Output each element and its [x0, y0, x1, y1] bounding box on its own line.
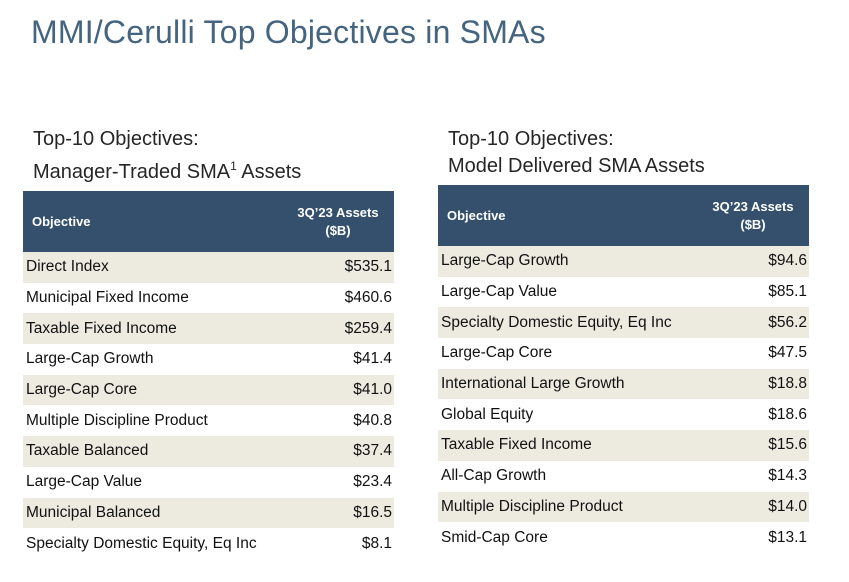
page-title: MMI/Cerulli Top Objectives in SMAs	[31, 14, 546, 50]
model-delivered-table-body: Large-Cap Growth $94.6 Large-Cap Value $85.…	[438, 246, 809, 553]
objective-cell: Smid-Cap Core	[441, 528, 548, 546]
table-row: Large-Cap Core $47.5	[438, 338, 809, 369]
assets-cell: $41.0	[282, 374, 394, 406]
assets-cell: $18.8	[697, 368, 809, 400]
assets-cell: $8.1	[361, 534, 392, 552]
footnote-marker: 1	[230, 159, 237, 173]
table-row: Large-Cap Growth $94.6	[438, 246, 809, 277]
objective-cell: Multiple Discipline Product	[26, 411, 208, 429]
objective-cell: Large-Cap Value	[441, 283, 558, 301]
objective-cell: Municipal Fixed Income	[26, 289, 189, 307]
table-row: Municipal Balanced $16.5	[23, 497, 394, 529]
table-row: Large-Cap Value $23.4	[23, 467, 394, 498]
table-row: Large-Cap Core $41.0	[23, 374, 394, 406]
manager-traded-table-body: Direct Index $535.1 Municipal Fixed Income…	[23, 252, 394, 559]
objective-cell: Large-Cap Core	[441, 344, 553, 362]
objective-cell: Large-Cap Growth	[26, 350, 154, 368]
assets-cell: $94.6	[697, 246, 809, 277]
assets-cell: $56.2	[697, 307, 809, 339]
manager-traded-panel: Top-10 Objectives: Manager-Traded SMA1 A…	[23, 126, 394, 559]
assets-cell: $259.4	[282, 313, 394, 345]
table-row: Taxable Balanced $37.4	[23, 436, 394, 467]
assets-header-line2: ($B)	[325, 222, 351, 238]
table-row: Smid-Cap Core $13.1	[438, 522, 809, 553]
table-row: Specialty Domestic Equity, Eq Inc $56.2	[438, 307, 809, 339]
assets-cell: $15.6	[697, 430, 809, 461]
assets-cell: $14.0	[697, 491, 809, 523]
assets-cell: $535.1	[282, 252, 394, 283]
objective-cell: Large-Cap Core	[23, 374, 282, 406]
assets-cell: $40.8	[353, 411, 392, 429]
objective-cell: International Large Growth	[438, 368, 697, 400]
table-header-row: Objective 3Q’23 Assets ($B)	[23, 191, 394, 252]
table-row: Large-Cap Growth $41.4	[23, 344, 394, 375]
objective-cell: All-Cap Growth	[441, 467, 547, 485]
model-delivered-subtitle: Top-10 Objectives: Model Delivered SMA A…	[438, 126, 809, 180]
subtitle-line2: Model Delivered SMA Assets	[448, 155, 705, 177]
objective-cell: Direct Index	[23, 252, 282, 283]
objective-cell: Taxable Fixed Income	[438, 430, 697, 461]
assets-cell: $14.3	[768, 467, 807, 485]
table-row: Specialty Domestic Equity, Eq Inc $8.1	[23, 528, 394, 559]
table-row: International Large Growth $18.8	[438, 368, 809, 400]
assets-cell: $85.1	[768, 283, 807, 301]
assets-header-line1: 3Q’23 Assets	[712, 198, 794, 214]
assets-column-header: 3Q’23 Assets ($B)	[282, 191, 394, 252]
assets-cell: $23.4	[353, 473, 392, 491]
objective-cell: Large-Cap Growth	[438, 246, 697, 277]
assets-cell: $37.4	[282, 436, 394, 467]
objective-cell: Taxable Fixed Income	[23, 313, 282, 345]
table-row: Global Equity $18.6	[438, 399, 809, 430]
objective-cell: Large-Cap Value	[26, 473, 143, 491]
assets-cell: $41.4	[353, 350, 392, 368]
table-row: Large-Cap Value $85.1	[438, 277, 809, 308]
subtitle-line1: Top-10 Objectives:	[33, 128, 199, 150]
objective-column-header: Objective	[438, 185, 697, 246]
objective-column-header: Objective	[23, 191, 282, 252]
objective-cell: Global Equity	[441, 405, 534, 423]
model-delivered-table: Objective 3Q’23 Assets ($B) Large-Cap Gro…	[438, 185, 809, 553]
table-row: Municipal Fixed Income $460.6	[23, 283, 394, 314]
model-delivered-panel: Top-10 Objectives: Model Delivered SMA A…	[438, 126, 809, 553]
manager-traded-subtitle: Top-10 Objectives: Manager-Traded SMA1 A…	[23, 126, 394, 186]
assets-column-header: 3Q’23 Assets ($B)	[697, 185, 809, 246]
assets-cell: $16.5	[282, 497, 394, 529]
table-row: All-Cap Growth $14.3	[438, 461, 809, 492]
assets-header-line1: 3Q’23 Assets	[297, 204, 379, 220]
table-row: Taxable Fixed Income $15.6	[438, 430, 809, 461]
objective-cell: Multiple Discipline Product	[438, 491, 697, 523]
table-row: Direct Index $535.1	[23, 252, 394, 283]
table-row: Taxable Fixed Income $259.4	[23, 313, 394, 345]
objective-cell: Specialty Domestic Equity, Eq Inc	[26, 534, 257, 552]
assets-header-line2: ($B)	[740, 216, 766, 232]
assets-cell: $18.6	[768, 405, 807, 423]
manager-traded-table: Objective 3Q’23 Assets ($B) Direct Index $…	[23, 191, 394, 559]
objective-cell: Municipal Balanced	[23, 497, 282, 529]
table-header-row: Objective 3Q’23 Assets ($B)	[438, 185, 809, 246]
assets-cell: $47.5	[768, 344, 807, 362]
objective-cell: Specialty Domestic Equity, Eq Inc	[438, 307, 697, 339]
objective-cell: Taxable Balanced	[23, 436, 282, 467]
subtitle-line1: Top-10 Objectives:	[448, 128, 614, 150]
assets-cell: $460.6	[344, 289, 392, 307]
table-row: Multiple Discipline Product $40.8	[23, 405, 394, 436]
assets-cell: $13.1	[768, 528, 807, 546]
subtitle-line2-suffix: Assets	[236, 161, 302, 183]
subtitle-line2: Manager-Traded SMA1 Assets	[33, 153, 394, 186]
subtitle-line2-text: Manager-Traded SMA	[33, 161, 231, 183]
table-row: Multiple Discipline Product $14.0	[438, 491, 809, 523]
